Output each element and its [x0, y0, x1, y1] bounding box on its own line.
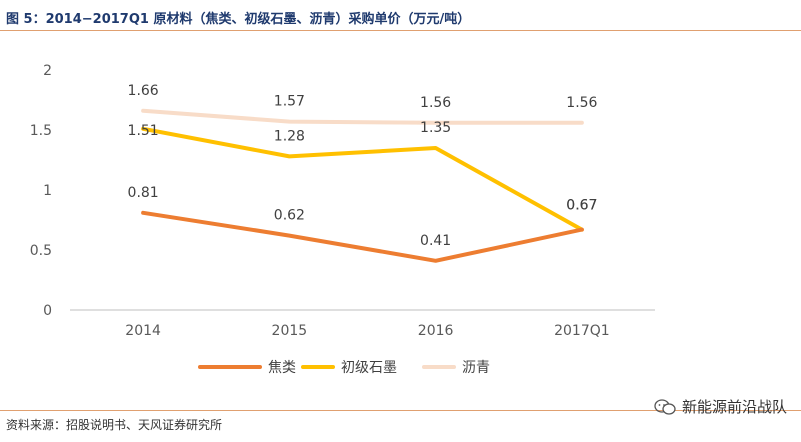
series-line-3: [141, 108, 584, 125]
chart-title: 图 5：2014−2017Q1 原材料（焦类、初级石墨、沥青）采购单价（万元/吨…: [6, 12, 471, 27]
bottom-divider: [0, 410, 801, 411]
watermark: 新能源前沿战队: [654, 396, 787, 417]
y-tick-label: 1.5: [30, 123, 52, 139]
data-label: 1.51: [128, 123, 159, 139]
wechat-icon: [654, 398, 676, 415]
x-tick-label: 2014: [125, 323, 161, 339]
data-label: 0.41: [420, 233, 451, 249]
chart-series: [141, 108, 584, 263]
data-label: 0.67: [566, 198, 597, 214]
legend-label: 焦类: [268, 360, 296, 376]
data-label: 1.56: [420, 95, 451, 111]
watermark-text: 新能源前沿战队: [681, 398, 787, 416]
data-label: 1.66: [128, 83, 159, 99]
top-divider: [0, 30, 801, 31]
legend-label: 初级石墨: [341, 359, 397, 376]
line-chart: 0 0.5 1 1.5 2 2014 2015 2016 2017Q1 0.81 0.62 0.41…: [30, 63, 655, 376]
x-tick-label: 2016: [418, 323, 454, 339]
chart-data-labels: 0.810.620.410.671.51 1.281.350.671.661.57…: [128, 83, 598, 249]
data-label: 1.28: [274, 128, 305, 144]
data-label: 1.56: [566, 95, 597, 111]
series-line-1: [141, 210, 584, 263]
legend-label: 沥青: [462, 360, 490, 376]
y-tick-label: 0: [43, 303, 52, 319]
y-tick-label: 1: [43, 183, 52, 199]
y-tick-label: 2: [43, 63, 52, 79]
x-tick-label: 2015: [272, 323, 308, 339]
source-note: 资料来源：招股说明书、天风证券研究所: [6, 418, 223, 432]
data-label: 1.35: [420, 120, 451, 136]
y-tick-label: 0.5: [30, 243, 52, 259]
data-label: 0.81: [128, 185, 159, 201]
data-label: 1.57: [274, 94, 305, 110]
data-label: 0.62: [274, 208, 305, 224]
chart-axes: 0 0.5 1 1.5 2 2014 2015 2016 2017Q1: [30, 63, 655, 339]
data-label: 0.67: [566, 198, 597, 214]
x-tick-label: 2017Q1: [554, 323, 610, 339]
chart-legend: 焦类 初级石墨 沥青: [198, 359, 490, 376]
series-line-2: [141, 126, 584, 232]
